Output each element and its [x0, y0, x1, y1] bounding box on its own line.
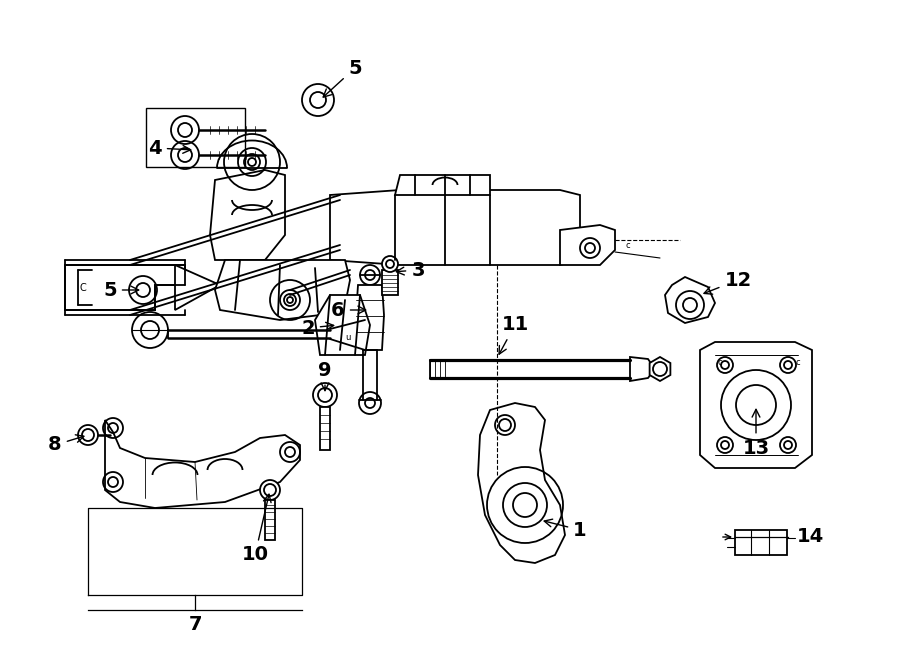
Text: 5: 5	[323, 59, 362, 97]
Text: 12: 12	[704, 270, 752, 294]
Text: 2: 2	[302, 319, 334, 338]
Text: u: u	[345, 333, 350, 342]
Polygon shape	[395, 175, 490, 195]
Text: 5: 5	[104, 280, 139, 299]
Polygon shape	[175, 265, 220, 310]
Circle shape	[313, 383, 337, 407]
Polygon shape	[665, 277, 715, 323]
Polygon shape	[320, 407, 330, 450]
Circle shape	[78, 425, 98, 445]
Polygon shape	[630, 357, 655, 381]
Circle shape	[260, 480, 280, 500]
Polygon shape	[210, 170, 285, 260]
Text: 9: 9	[319, 360, 332, 391]
Polygon shape	[315, 295, 370, 355]
Polygon shape	[382, 270, 398, 295]
Polygon shape	[356, 285, 384, 350]
Text: 4: 4	[148, 139, 191, 157]
Polygon shape	[65, 265, 185, 310]
Polygon shape	[650, 357, 670, 381]
Circle shape	[513, 493, 537, 517]
Text: c: c	[795, 358, 799, 367]
Text: c: c	[625, 241, 630, 250]
Text: 7: 7	[188, 615, 202, 635]
Text: 3: 3	[396, 260, 425, 280]
Circle shape	[382, 256, 398, 272]
Polygon shape	[735, 530, 787, 555]
Text: 13: 13	[742, 409, 770, 457]
Polygon shape	[105, 420, 300, 508]
Polygon shape	[265, 500, 275, 540]
Text: 8: 8	[49, 435, 84, 455]
Text: 11: 11	[500, 315, 528, 354]
Text: 10: 10	[241, 494, 271, 564]
Polygon shape	[478, 403, 565, 563]
Polygon shape	[700, 342, 812, 468]
Text: C: C	[79, 283, 86, 293]
Circle shape	[495, 415, 515, 435]
Text: 1: 1	[544, 519, 587, 539]
Polygon shape	[330, 190, 580, 265]
Polygon shape	[560, 225, 615, 265]
Text: 14: 14	[796, 527, 824, 547]
Polygon shape	[215, 260, 350, 320]
Text: 6: 6	[331, 301, 365, 319]
Text: c: c	[718, 358, 723, 367]
